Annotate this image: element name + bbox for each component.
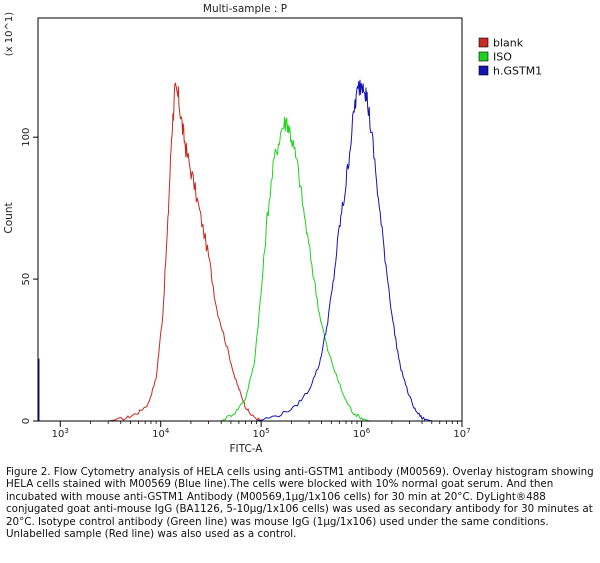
x-tick-label: 104: [152, 427, 170, 440]
chart-title: Multi-sample : P: [203, 3, 287, 15]
legend-swatch: [478, 65, 489, 76]
y-tick-label: 100: [21, 128, 32, 147]
legend-label: ISO: [493, 51, 512, 64]
y-tick-label: 0: [21, 418, 32, 424]
x-tick-label: 106: [353, 427, 371, 440]
series-line-blank: [108, 82, 262, 422]
y-axis-label: Count: [3, 202, 15, 233]
figure-caption: Figure 2. Flow Cytometry analysis of HEL…: [6, 466, 594, 541]
x-tick-label: 103: [52, 427, 69, 440]
y-tick-label: 50: [21, 273, 32, 286]
series-line-iso: [220, 116, 370, 422]
legend-label: h.GSTM1: [493, 65, 542, 78]
series-line-h-gstm1: [256, 79, 432, 422]
legend-label: blank: [493, 37, 524, 50]
flow-cytometry-histogram: Multi-sample : P Count (x 10^1) FITC-A 0…: [3, 3, 542, 455]
plot-frame: [37, 17, 463, 422]
y-axis-multiplier: (x 10^1): [4, 12, 15, 56]
x-tick-label: 105: [253, 427, 270, 440]
legend-swatch: [478, 37, 489, 48]
x-tick-label: 107: [453, 427, 470, 440]
x-axis-label: FITC-A: [229, 443, 263, 455]
legend-swatch: [478, 51, 489, 62]
